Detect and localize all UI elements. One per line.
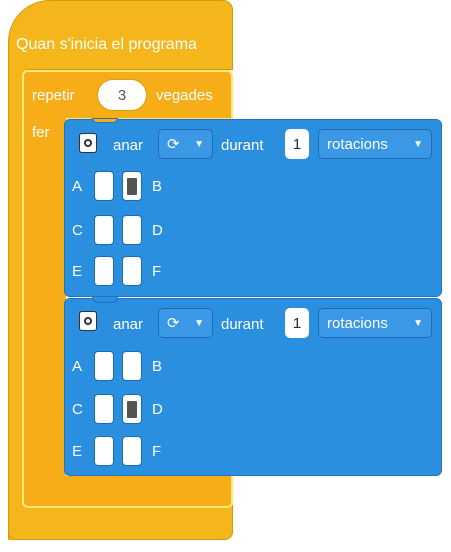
direction-dropdown[interactable]: ⟳ ▼ xyxy=(158,308,213,338)
port-toggle-d[interactable] xyxy=(122,215,142,245)
unit-dropdown-value: rotacions xyxy=(327,135,388,153)
motor-hub-icon xyxy=(79,311,97,331)
port-label-f: F xyxy=(152,443,162,460)
rotation-amount-input[interactable]: 1 xyxy=(285,308,309,338)
port-label-c: C xyxy=(72,401,83,418)
unit-dropdown[interactable]: rotacions ▼ xyxy=(318,129,432,159)
port-label-e: E xyxy=(72,443,83,460)
port-label-a: A xyxy=(72,358,83,375)
repeat-block-bottom xyxy=(22,476,233,508)
port-toggle-c[interactable] xyxy=(94,394,114,424)
port-label-c: C xyxy=(72,222,83,239)
unit-dropdown-value: rotacions xyxy=(327,314,388,332)
port-toggle-e[interactable] xyxy=(94,436,114,466)
port-label-d: D xyxy=(152,401,163,418)
move-action-label: anar xyxy=(113,137,144,154)
port-toggle-b[interactable] xyxy=(122,171,142,201)
port-label-f: F xyxy=(152,263,162,280)
port-toggle-f[interactable] xyxy=(122,436,142,466)
start-block-bottom xyxy=(8,505,233,540)
move-for-label: durant xyxy=(221,316,264,333)
rotation-amount-input[interactable]: 1 xyxy=(285,129,309,159)
rotate-clockwise-icon: ⟳ xyxy=(167,136,180,153)
repeat-suffix-label: vegades xyxy=(156,87,213,104)
move-for-label: durant xyxy=(221,137,264,154)
port-toggle-e[interactable] xyxy=(94,256,114,286)
move-block-1-notch xyxy=(92,118,118,123)
port-label-b: B xyxy=(152,178,163,195)
port-toggle-a[interactable] xyxy=(94,351,114,381)
unit-dropdown[interactable]: rotacions ▼ xyxy=(318,308,432,338)
port-toggle-c[interactable] xyxy=(94,215,114,245)
direction-dropdown[interactable]: ⟳ ▼ xyxy=(158,129,213,159)
start-block-label: Quan s'inicia el programa xyxy=(16,36,197,53)
start-hat-block[interactable] xyxy=(8,0,233,70)
port-toggle-a[interactable] xyxy=(94,171,114,201)
repeat-count-input[interactable]: 3 xyxy=(97,79,147,111)
repeat-do-label: fer xyxy=(32,124,50,141)
start-block-column xyxy=(8,60,26,540)
chevron-down-icon: ▼ xyxy=(194,138,204,150)
chevron-down-icon: ▼ xyxy=(413,138,423,150)
move-block-2-notch xyxy=(92,297,118,303)
repeat-prefix-label: repetir xyxy=(32,87,75,104)
port-label-d: D xyxy=(152,222,163,239)
motor-hub-icon xyxy=(79,133,97,153)
port-label-e: E xyxy=(72,263,83,280)
port-label-b: B xyxy=(152,358,163,375)
chevron-down-icon: ▼ xyxy=(413,317,423,329)
rotate-clockwise-icon: ⟳ xyxy=(167,315,180,332)
port-toggle-f[interactable] xyxy=(122,256,142,286)
chevron-down-icon: ▼ xyxy=(194,317,204,329)
repeat-block-column xyxy=(22,115,66,505)
port-toggle-b[interactable] xyxy=(122,351,142,381)
move-action-label: anar xyxy=(113,316,144,333)
port-toggle-d[interactable] xyxy=(122,394,142,424)
port-label-a: A xyxy=(72,178,83,195)
